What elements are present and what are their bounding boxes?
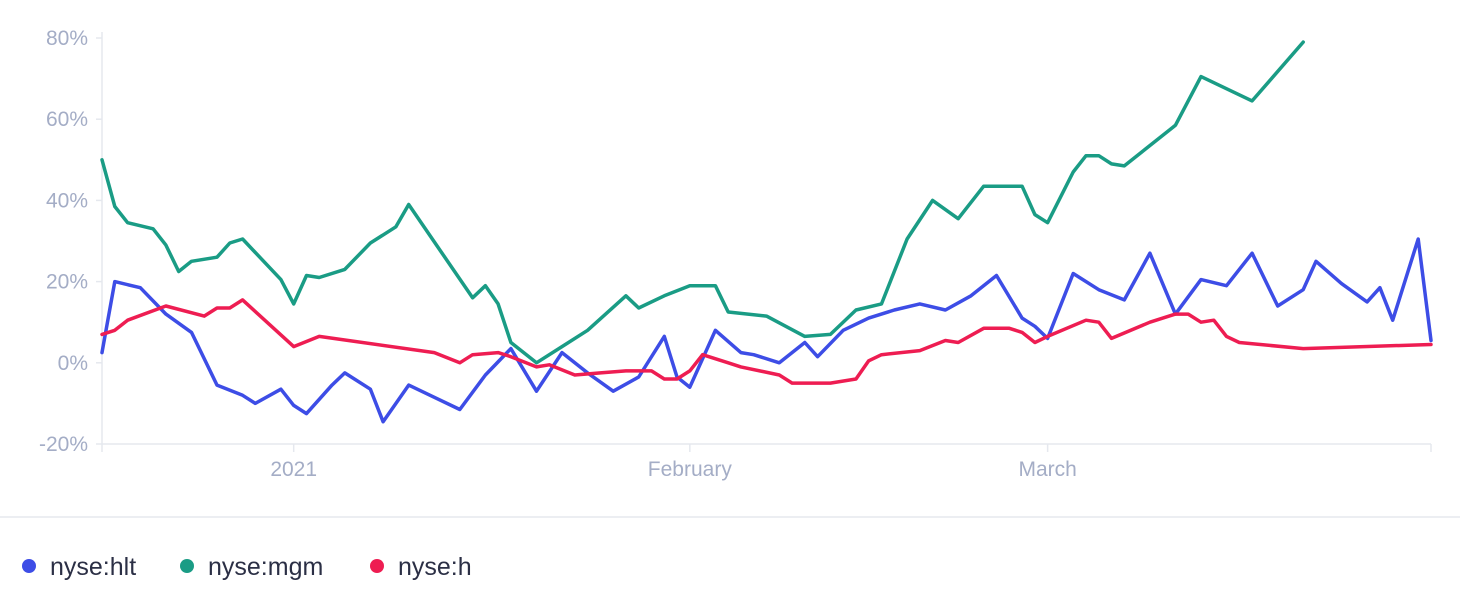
legend-item[interactable]: nyse:mgm — [180, 553, 323, 581]
x-tick-label: 2021 — [270, 458, 317, 481]
series-line-nyse-mgm[interactable] — [100, 40, 1305, 365]
series-line-nyse-h[interactable] — [100, 298, 1433, 385]
y-tick-label: 20% — [46, 271, 88, 294]
legend-swatch — [370, 559, 384, 573]
y-axis: -20% 0% 20% 40% 60% 80% — [39, 27, 103, 456]
series-line-nyse-hlt[interactable] — [100, 237, 1433, 424]
legend-label: nyse:h — [398, 553, 472, 581]
legend-item[interactable]: nyse:hlt — [22, 553, 136, 581]
x-tick-label: March — [1018, 458, 1076, 481]
series-lines — [100, 40, 1433, 424]
y-tick-label: 0% — [58, 352, 88, 375]
legend-item[interactable]: nyse:h — [370, 553, 472, 581]
legend-swatch — [22, 559, 36, 573]
y-tick-label: 60% — [46, 108, 88, 131]
y-tick-label: -20% — [39, 433, 88, 456]
x-tick-label: February — [648, 458, 733, 481]
legend-label: nyse:mgm — [208, 553, 323, 581]
y-tick-label: 80% — [46, 27, 88, 50]
legend-label: nyse:hlt — [50, 553, 136, 581]
x-axis: 2021 February March — [101, 443, 1432, 481]
legend: nyse:hlt nyse:mgm nyse:h — [22, 553, 472, 581]
y-tick-label: 40% — [46, 189, 88, 212]
legend-swatch — [180, 559, 194, 573]
